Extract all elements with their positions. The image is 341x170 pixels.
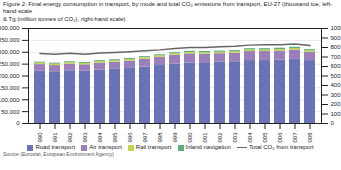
svg-text:1991: 1991 (52, 132, 58, 143)
svg-text:1995: 1995 (112, 132, 118, 143)
svg-text:2007: 2007 (292, 132, 298, 143)
svg-text:1000: 1000 (331, 25, 341, 31)
svg-text:200,000: 200,000 (0, 73, 20, 79)
svg-text:2002: 2002 (217, 132, 223, 143)
svg-text:400,000: 400,000 (0, 25, 20, 31)
svg-text:2004: 2004 (247, 132, 253, 143)
svg-text:900: 900 (331, 35, 341, 41)
svg-text:300,000: 300,000 (0, 49, 20, 55)
svg-text:50,000: 50,000 (1, 109, 20, 115)
html-text:Rail transport: Rail transport (135, 144, 172, 150)
svg-text:150,000: 150,000 (0, 85, 20, 91)
svg-text:0: 0 (16, 120, 20, 126)
svg-text:1994: 1994 (97, 132, 103, 143)
svg-text:1996: 1996 (127, 132, 133, 143)
svg-text:2005: 2005 (262, 132, 268, 143)
svg-text:300: 300 (331, 92, 341, 98)
html-text:Source (Eurostat, European Env: Source (Eurostat, European Environment A… (3, 151, 114, 157)
svg-text:0: 0 (331, 120, 335, 126)
svg-text:2003: 2003 (232, 132, 238, 143)
html-text:Road transport: Road transport (35, 144, 76, 150)
svg-text:1992: 1992 (67, 132, 73, 143)
svg-text:1990: 1990 (37, 132, 43, 143)
svg-text:2001: 2001 (202, 132, 208, 143)
svg-text:500: 500 (331, 73, 341, 79)
svg-text:2006: 2006 (277, 132, 283, 143)
svg-text:2000: 2000 (187, 132, 193, 143)
svg-text:200: 200 (331, 101, 341, 107)
svg-text:1999: 1999 (172, 132, 178, 143)
svg-text:2008: 2008 (307, 132, 313, 143)
svg-text:600: 600 (331, 63, 341, 69)
svg-text:1997: 1997 (142, 132, 148, 143)
svg-text:800: 800 (331, 44, 341, 50)
html-text:& Tg (million tonnes of CO₂),: & Tg (million tonnes of CO₂), right-hand… (3, 16, 126, 22)
svg-text:1993: 1993 (82, 132, 88, 143)
html-text:Total CO₂ from transport: Total CO₂ from transport (248, 144, 314, 150)
svg-text:400: 400 (331, 82, 341, 88)
svg-text:250,000: 250,000 (0, 61, 20, 67)
svg-text:100,000: 100,000 (0, 97, 20, 103)
svg-text:1998: 1998 (157, 132, 163, 143)
html-text:Inland navigation: Inland navigation (185, 144, 231, 150)
svg-text:700: 700 (331, 54, 341, 60)
html-text:Air transport: Air transport (89, 144, 122, 150)
svg-text:100: 100 (331, 111, 341, 117)
svg-text:350,000: 350,000 (0, 37, 20, 43)
html-text:Figure 2: Final energy consump: Figure 2: Final energy consumption in tr… (3, 1, 333, 14)
